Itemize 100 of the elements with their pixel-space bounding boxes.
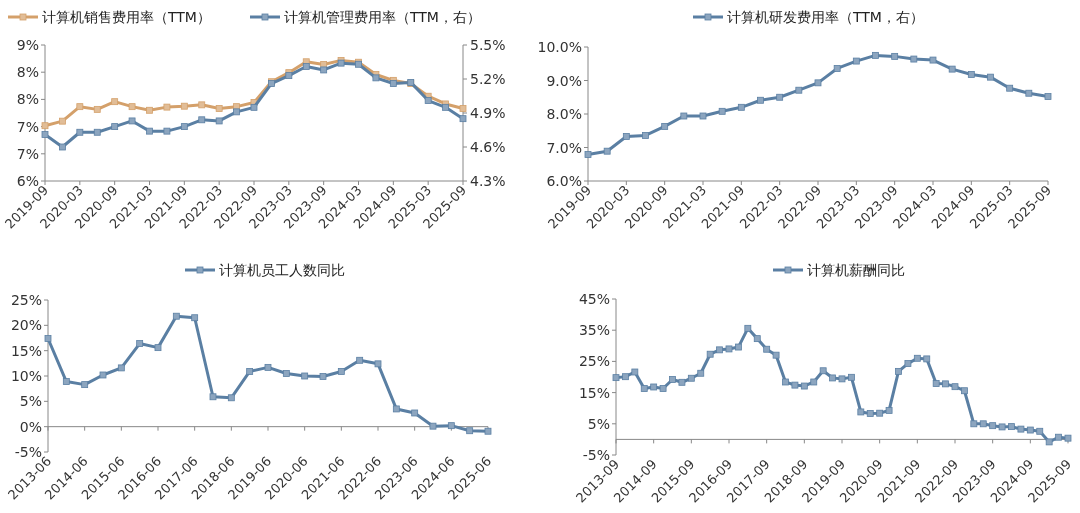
point	[372, 74, 380, 82]
point	[699, 112, 707, 120]
point	[800, 382, 808, 390]
point	[776, 93, 784, 101]
y-tick-label: 9%	[16, 37, 39, 53]
point	[424, 97, 432, 104]
point	[1017, 425, 1025, 433]
point	[913, 354, 921, 362]
point	[612, 374, 620, 382]
point	[687, 374, 695, 382]
point	[111, 98, 119, 106]
point	[876, 409, 884, 417]
point	[81, 381, 89, 389]
point	[302, 63, 310, 70]
y-tick-label: 6%	[16, 173, 39, 189]
point	[76, 103, 84, 111]
point	[429, 422, 437, 430]
point	[459, 115, 467, 123]
point	[447, 422, 455, 430]
y-tick-label: 8.0%	[546, 106, 582, 122]
point	[93, 128, 101, 136]
point	[951, 383, 959, 391]
point	[172, 312, 180, 320]
point	[584, 151, 592, 158]
point	[697, 369, 705, 377]
point	[1008, 423, 1015, 431]
point	[163, 127, 171, 135]
point	[356, 356, 364, 364]
point	[154, 344, 162, 352]
legend-label: 计算机薪酬同比	[807, 262, 905, 278]
y-tick-label: 8%	[16, 91, 39, 108]
y-tick-label: 7%	[16, 118, 39, 135]
point	[923, 355, 931, 363]
point	[795, 86, 803, 94]
point	[979, 420, 987, 428]
point	[772, 351, 780, 359]
point	[948, 65, 956, 73]
point	[459, 105, 467, 112]
point	[987, 73, 994, 81]
point	[631, 368, 639, 376]
point	[885, 406, 893, 414]
point	[282, 370, 290, 377]
y-tick-label: 15%	[10, 342, 42, 359]
y-tick-label: 10.0%	[537, 39, 582, 55]
point	[942, 380, 949, 388]
point	[819, 367, 827, 375]
point	[989, 422, 997, 430]
point	[782, 378, 789, 386]
point	[76, 128, 84, 136]
point	[59, 143, 66, 151]
y-tick-label: 25%	[10, 292, 42, 308]
point	[718, 107, 726, 115]
y-tick-label: 7.0%	[546, 139, 582, 156]
point	[866, 410, 874, 417]
point	[146, 127, 153, 135]
point	[215, 105, 223, 112]
point	[1045, 438, 1053, 446]
point	[744, 324, 752, 332]
point	[829, 374, 836, 382]
y-tick-label: 0%	[19, 418, 42, 435]
point	[389, 80, 397, 87]
point	[735, 343, 742, 351]
y-tick-label: 25%	[578, 353, 610, 370]
point	[895, 367, 902, 375]
point	[191, 314, 199, 322]
point	[41, 122, 49, 130]
y-tick-label: -5%	[582, 447, 610, 463]
point	[838, 375, 846, 383]
point	[198, 116, 206, 124]
point	[659, 385, 667, 392]
point	[725, 345, 733, 353]
point	[466, 427, 474, 435]
point	[642, 132, 649, 139]
point	[227, 394, 235, 402]
point	[180, 123, 188, 130]
legend-label: 计算机员工人数同比	[219, 262, 345, 278]
point	[233, 108, 240, 116]
point	[622, 133, 630, 140]
point	[791, 381, 799, 389]
point	[814, 79, 822, 87]
point	[737, 103, 745, 111]
point	[99, 371, 107, 379]
point	[215, 117, 223, 125]
point	[706, 350, 714, 358]
point	[128, 103, 136, 111]
y2-tick-label: 5.5%	[470, 37, 506, 53]
point	[198, 101, 206, 109]
point	[1044, 93, 1052, 100]
point	[833, 65, 841, 72]
point	[180, 102, 188, 110]
y-tick-label: 35%	[578, 322, 610, 339]
point	[970, 420, 978, 428]
point	[929, 56, 937, 64]
legend-label: 计算机管理费用率（TTM，右）	[284, 9, 481, 25]
point	[209, 393, 217, 401]
point	[264, 363, 272, 371]
point	[680, 112, 688, 120]
point	[904, 360, 912, 367]
point	[62, 378, 70, 385]
point	[910, 55, 918, 63]
